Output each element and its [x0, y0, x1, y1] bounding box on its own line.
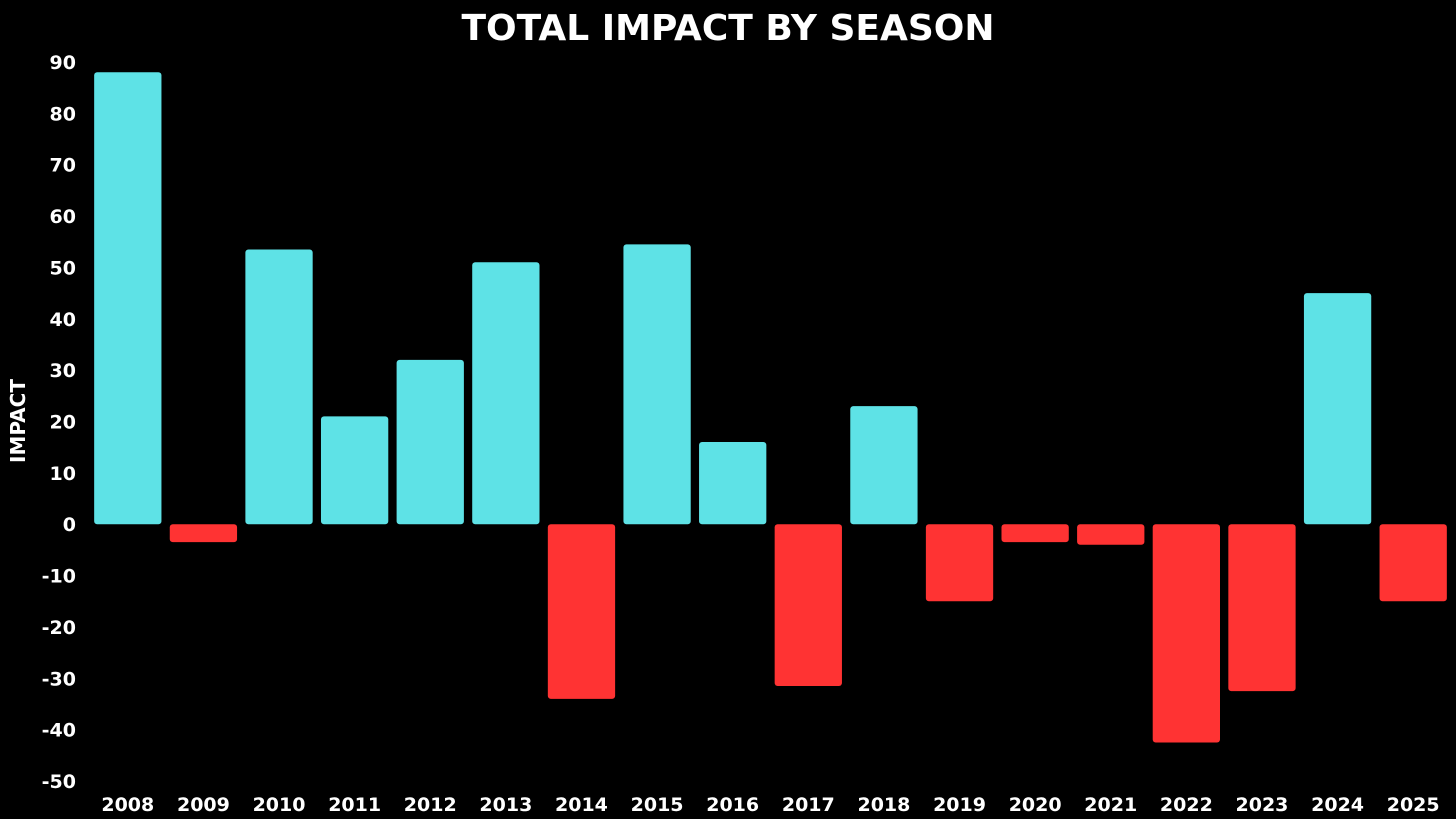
- x-tick-label: 2011: [328, 794, 381, 816]
- y-axis-label: IMPACT: [6, 379, 30, 463]
- y-tick-label: 60: [50, 206, 76, 228]
- y-tick-label: 80: [50, 103, 76, 125]
- x-tick-label: 2023: [1236, 794, 1289, 816]
- x-tick-label: 2008: [101, 794, 154, 816]
- y-tick-label: -10: [42, 566, 76, 588]
- x-tick-label: 2022: [1160, 794, 1213, 816]
- y-tick-label: 90: [50, 52, 76, 74]
- bar-2008: [94, 72, 162, 525]
- bar-2011: [320, 416, 389, 525]
- bar-2017: [774, 524, 842, 686]
- bar-2014: [547, 524, 616, 699]
- x-tick-label: 2020: [1009, 794, 1062, 816]
- bar-2013: [472, 262, 540, 525]
- y-tick-label: -40: [42, 720, 76, 742]
- bar-2016: [699, 442, 767, 525]
- x-tick-label: 2016: [706, 794, 759, 816]
- x-tick-label: 2012: [404, 794, 457, 816]
- x-tick-label: 2025: [1387, 794, 1440, 816]
- x-tick-label: 2013: [479, 794, 532, 816]
- y-tick-label: -20: [42, 617, 76, 639]
- bar-2010: [245, 249, 313, 525]
- bar-2024: [1303, 293, 1372, 525]
- y-tick-label: 40: [50, 309, 76, 331]
- bar-2023: [1228, 524, 1296, 692]
- bar-2012: [396, 359, 464, 525]
- bar-2015: [623, 244, 691, 525]
- x-tick-label: 2019: [933, 794, 986, 816]
- bar-2018: [850, 406, 918, 525]
- bar-2022: [1152, 524, 1220, 743]
- bar-2020: [1001, 524, 1069, 543]
- y-tick-label: 10: [50, 463, 76, 485]
- y-tick-label: 0: [63, 514, 76, 536]
- bar-2009: [169, 524, 238, 543]
- x-tick-label: 2010: [253, 794, 306, 816]
- y-axis-ticks: 90 80 70 60 50 40 30 20 10 0 -10 -20 -30 -40 -50: [42, 52, 76, 793]
- chart-title: TOTAL IMPACT BY SEASON: [461, 8, 994, 49]
- bar-2021: [1077, 524, 1145, 545]
- x-tick-label: 2009: [177, 794, 230, 816]
- y-tick-label: -50: [42, 771, 76, 793]
- x-axis-ticks: 2008 2009 2010 2011 2012 2013 2014 2015 2016 2017…: [101, 794, 1439, 816]
- x-tick-label: 2021: [1084, 794, 1137, 816]
- x-tick-label: 2014: [555, 794, 608, 816]
- y-tick-label: 50: [50, 257, 76, 279]
- bar-2025: [1379, 524, 1447, 602]
- bar-2019: [925, 524, 994, 602]
- y-tick-label: -30: [42, 668, 76, 690]
- x-tick-label: 2024: [1311, 794, 1364, 816]
- y-tick-label: 70: [50, 155, 76, 177]
- x-tick-label: 2015: [631, 794, 684, 816]
- y-tick-label: 30: [50, 360, 76, 382]
- y-tick-label: 20: [50, 412, 76, 434]
- bars-group: [94, 72, 1447, 743]
- x-tick-label: 2018: [857, 794, 910, 816]
- x-tick-label: 2017: [782, 794, 835, 816]
